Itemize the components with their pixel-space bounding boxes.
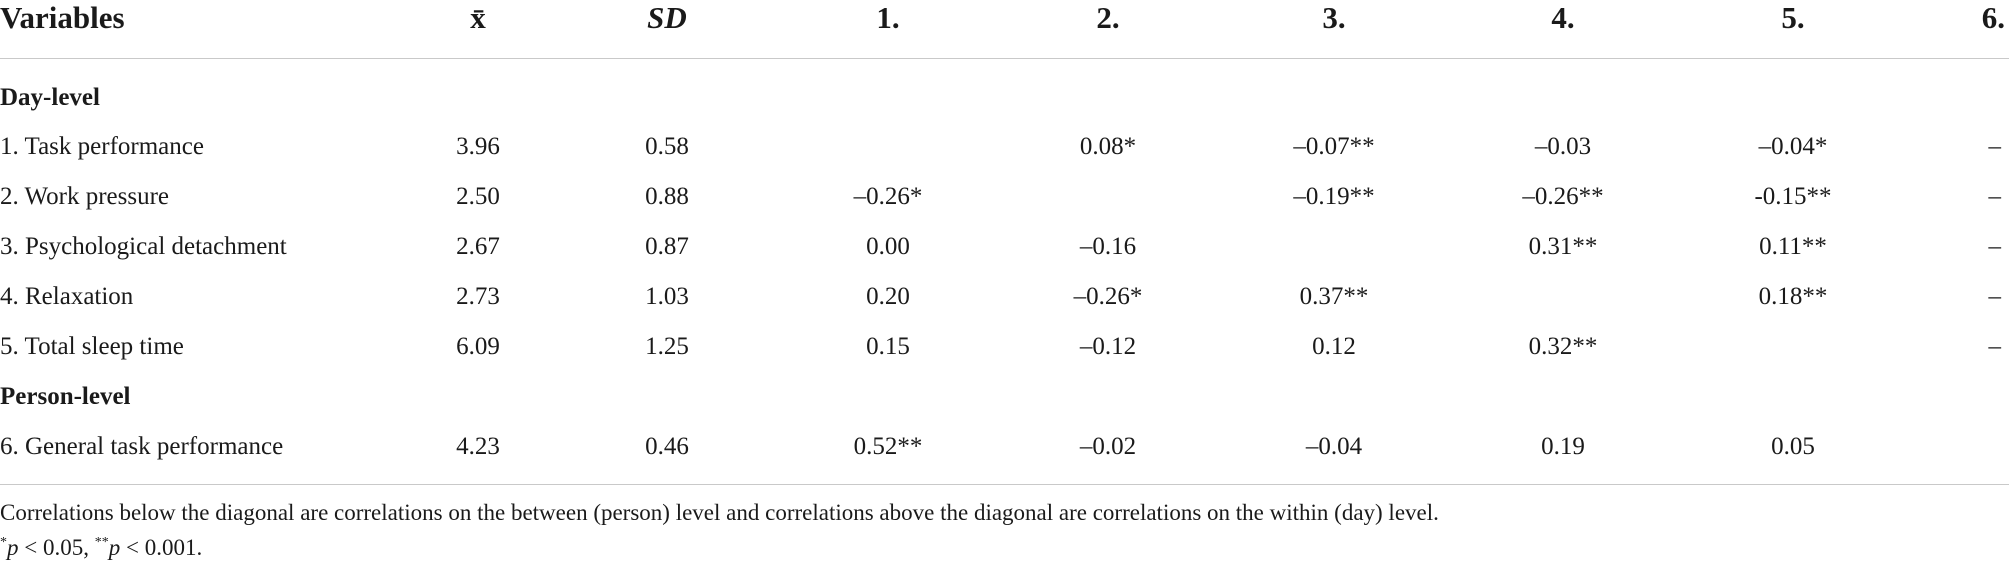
cell-c1: 0.15 [866,333,910,360]
row-sd: 0.58 [645,133,689,160]
cell-c4: 0.19 [1541,433,1585,460]
row-label: 4. Relaxation [0,283,134,310]
row-label: 5. Total sleep time [0,333,184,360]
row-mean: 4.23 [456,433,500,460]
cell-c4: –0.26** [1522,183,1604,210]
row-label: 3. Psychological detachment [0,233,287,260]
table-row: 2. Work pressure 2.50 0.88 –0.26* –0.19*… [0,182,2009,212]
cell-c5: -0.15** [1754,183,1832,210]
cell-c2: –0.26* [1073,283,1143,310]
table-row: 1. Task performance 3.96 0.58 0.08* –0.0… [0,132,2009,162]
cell-c6: – [1988,333,2002,360]
significance-note: *p < 0.05, **p < 0.001. [0,535,203,560]
row-sd: 1.25 [645,333,689,360]
cell-c4: 0.31** [1528,233,1598,260]
cell-c6: – [1988,133,2002,160]
header-col-2: 2. [1096,0,1120,35]
cell-c1: 0.00 [866,233,910,260]
cell-c6: – [1988,233,2002,260]
row-mean: 6.09 [456,333,500,360]
table-row: 6. General task performance 4.23 0.46 0.… [0,432,2009,462]
table-row: 3. Psychological detachment 2.67 0.87 0.… [0,232,2009,262]
table-footer-divider [0,484,2009,485]
cell-c2: –0.02 [1079,433,1137,460]
table-row: 4. Relaxation 2.73 1.03 0.20 –0.26* 0.37… [0,282,2009,312]
header-variables: Variables [0,0,125,35]
cell-c2: 0.08* [1079,133,1137,160]
header-mean: x̄ [470,0,486,35]
header-col-6: 6. [1981,0,2005,35]
cell-c2: –0.12 [1079,333,1137,360]
cell-c3: –0.07** [1293,133,1375,160]
section-day-level: Day-level [0,84,100,111]
table-note: Correlations below the diagonal are corr… [0,500,1439,525]
header-col-1: 1. [876,0,900,35]
header-sd: SD [647,0,687,35]
cell-c3: –0.04 [1305,433,1363,460]
row-label: 6. General task performance [0,433,284,460]
cell-c5: 0.18** [1758,283,1828,310]
row-sd: 0.87 [645,233,689,260]
header-col-4: 4. [1551,0,1575,35]
header-col-3: 3. [1322,0,1346,35]
cell-c5: –0.04* [1758,133,1828,160]
row-label: 2. Work pressure [0,183,170,210]
table-header: Variables x̄ SD 1. 2. 3. 4. 5. 6. [0,0,2009,59]
row-mean: 3.96 [456,133,500,160]
cell-c1: 0.20 [866,283,910,310]
header-col-5: 5. [1781,0,1805,35]
row-label: 1. Task performance [0,133,204,160]
row-mean: 2.67 [456,233,500,260]
cell-c5: 0.05 [1771,433,1815,460]
row-sd: 0.88 [645,183,689,210]
cell-c1: 0.52** [853,433,923,460]
row-sd: 1.03 [645,283,689,310]
cell-c5: 0.11** [1759,233,1827,260]
table-row: 5. Total sleep time 6.09 1.25 0.15 –0.12… [0,332,2009,362]
row-mean: 2.50 [456,183,500,210]
cell-c1: –0.26* [853,183,923,210]
cell-c4: 0.32** [1528,333,1598,360]
cell-c4: –0.03 [1534,133,1592,160]
cell-c3: 0.12 [1312,333,1356,360]
row-mean: 2.73 [456,283,500,310]
cell-c6: – [1988,283,2002,310]
cell-c2: –0.16 [1079,233,1137,260]
row-sd: 0.46 [645,433,689,460]
cell-c3: –0.19** [1293,183,1375,210]
cell-c3: 0.37** [1299,283,1369,310]
cell-c6: – [1988,183,2002,210]
section-person-level: Person-level [0,383,131,410]
